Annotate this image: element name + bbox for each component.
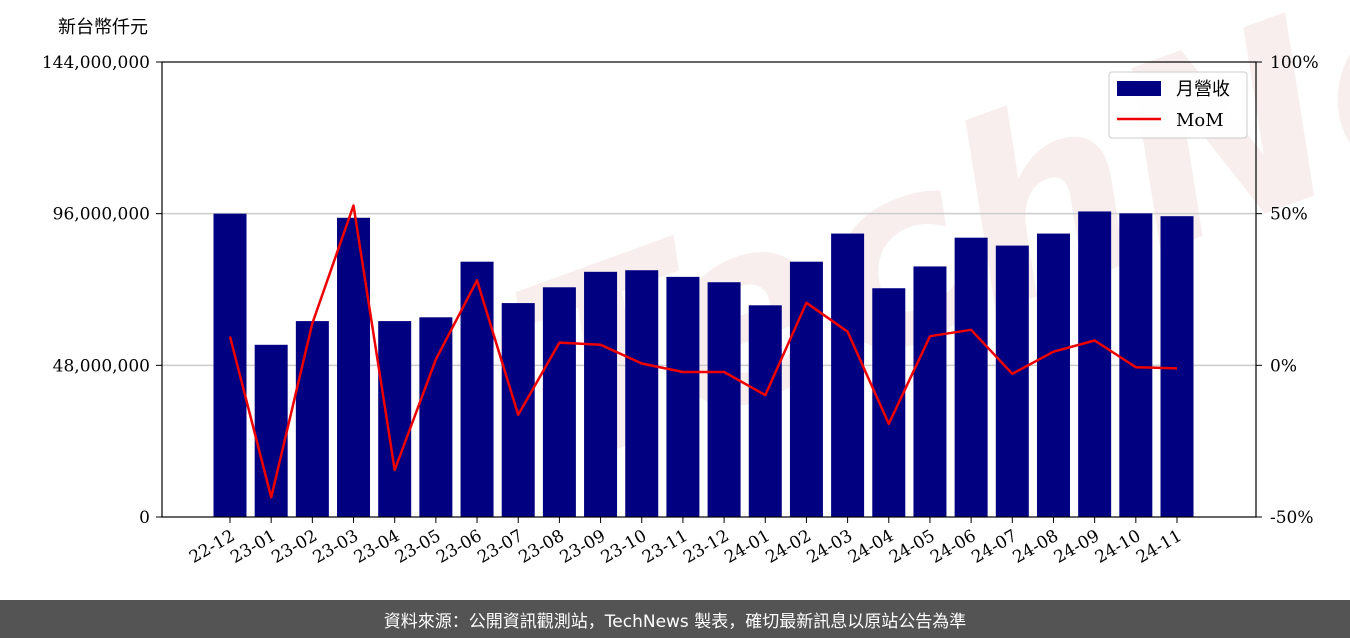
x-tick-label-24-10: 24-10 [1092, 526, 1144, 568]
left-tick-label: 96,000,000 [53, 205, 150, 225]
bar-24-10 [1119, 213, 1153, 517]
bar-24-01 [748, 305, 782, 517]
x-tick-label-24-09: 24-09 [1051, 526, 1103, 568]
x-tick-label-24-08: 24-08 [1010, 526, 1062, 568]
bar-23-07 [501, 303, 535, 517]
x-tick-label-23-11: 23-11 [639, 526, 691, 568]
x-tick-label-23-03: 23-03 [310, 526, 362, 568]
bar-23-05 [419, 317, 453, 517]
x-tick-label-23-10: 23-10 [598, 526, 650, 568]
right-tick-label: 0% [1270, 356, 1297, 376]
x-tick-label-23-02: 23-02 [268, 526, 320, 568]
x-tick-label-23-08: 23-08 [515, 526, 567, 568]
bar-23-11 [666, 276, 700, 517]
x-tick-label-23-07: 23-07 [474, 526, 526, 568]
x-tick-label-23-01: 23-01 [227, 526, 279, 568]
footer-text: 資料來源：公開資訊觀測站，TechNews 製表，確切最新訊息以原站公告為準 [383, 611, 967, 632]
y-axis-unit-label: 新台幣仟元 [58, 17, 148, 38]
x-tick-label-24-01: 24-01 [721, 526, 773, 568]
bar-23-03 [337, 217, 371, 518]
right-tick-label: -50% [1270, 508, 1314, 528]
bar-23-01 [254, 344, 288, 517]
x-tick-label-24-06: 24-06 [927, 526, 979, 568]
legend-bar-swatch [1117, 81, 1161, 96]
legend: 月營收 MoM [1108, 71, 1248, 139]
right-tick-label: 100% [1270, 53, 1319, 73]
source-footer: 資料來源：公開資訊觀測站，TechNews 製表，確切最新訊息以原站公告為準 [0, 600, 1350, 638]
x-tick-label-23-09: 23-09 [557, 526, 609, 568]
revenue-chart: TechNews 新台幣仟元 048,000,00096,000,000144,… [42, 0, 1350, 568]
left-tick-label: 144,000,000 [42, 53, 150, 73]
bar-23-02 [295, 321, 329, 517]
x-tick-label-23-04: 23-04 [351, 526, 403, 568]
bar-23-08 [542, 287, 576, 517]
mom-line-series [228, 204, 1178, 499]
plot-frame [161, 61, 1257, 518]
x-tick-label-23-06: 23-06 [433, 526, 485, 568]
bar-24-05 [913, 266, 947, 517]
bar-24-06 [954, 237, 988, 518]
x-tick-label-24-02: 24-02 [762, 526, 814, 568]
x-tick-label-23-12: 23-12 [680, 526, 732, 568]
bar-24-03 [831, 233, 865, 517]
mom-line [228, 204, 1178, 499]
bar-24-07 [995, 245, 1029, 517]
bar-23-12 [707, 282, 741, 517]
left-tick-label: 48,000,000 [53, 356, 150, 376]
right-tick-label: 50% [1270, 205, 1308, 225]
bar-23-06 [460, 261, 494, 517]
bar-24-08 [1036, 233, 1070, 517]
bar-23-10 [625, 270, 659, 517]
left-tick-label: 0 [139, 508, 150, 528]
x-tick-label-23-05: 23-05 [392, 526, 444, 568]
x-tick-label-24-07: 24-07 [968, 526, 1020, 568]
x-tick-label-24-11: 24-11 [1133, 526, 1185, 568]
bar-24-11 [1160, 216, 1194, 517]
x-tick-label-24-04: 24-04 [845, 526, 897, 568]
legend-label-mom: MoM [1176, 110, 1224, 131]
bar-23-04 [378, 321, 412, 517]
bar-23-09 [584, 271, 618, 517]
x-tick-label-22-12: 22-12 [186, 526, 238, 568]
left-axis-ticks: 0 48,000,000 96,000,000 144,000,000 [42, 53, 162, 528]
bar-24-04 [872, 288, 906, 517]
bar-series [213, 211, 1194, 518]
x-axis-ticks: 22-1223-0123-0223-0323-0423-0523-0623-07… [186, 517, 1186, 568]
x-tick-label-24-05: 24-05 [886, 526, 938, 568]
bar-24-02 [789, 261, 823, 517]
x-tick-label-24-03: 24-03 [804, 526, 856, 568]
bar-24-09 [1078, 211, 1112, 517]
right-axis-ticks: -50% 0% 50% 100% [1256, 53, 1319, 528]
bar-22-12 [213, 213, 247, 517]
legend-label-revenue: 月營收 [1176, 79, 1230, 100]
